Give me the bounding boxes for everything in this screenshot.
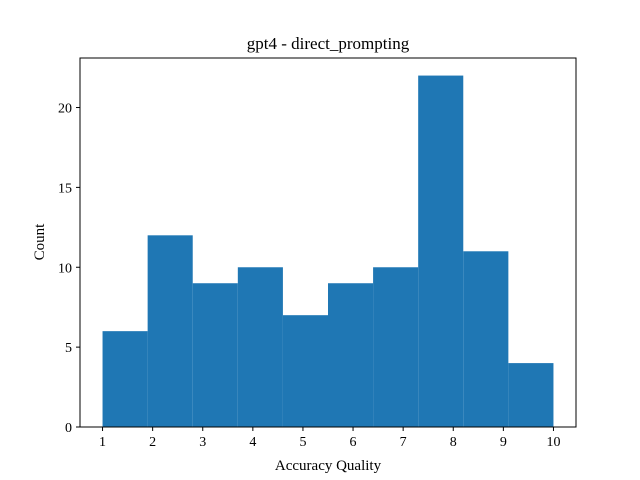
y-tick-label: 10: [58, 261, 72, 276]
y-tick-label: 15: [58, 181, 72, 196]
x-tick-label: 5: [299, 435, 306, 450]
x-tick-label: 2: [149, 435, 156, 450]
x-tick-label: 8: [450, 435, 457, 450]
histogram-bar: [147, 235, 193, 427]
x-tick-label: 4: [249, 435, 256, 450]
histogram-bar: [418, 75, 464, 428]
x-tick-label: 6: [350, 435, 357, 450]
y-tick-label: 0: [65, 421, 72, 436]
histogram-bar: [102, 331, 148, 427]
histogram-bar: [463, 251, 509, 427]
chart-title: gpt4 - direct_prompting: [247, 34, 410, 53]
plot-frame: [79, 57, 577, 428]
bars-group: [102, 75, 554, 428]
y-tick-label: 5: [65, 341, 72, 356]
x-axis-ticks: 1 2 3 4 5 6 7 8 9 10: [99, 427, 560, 450]
y-tick-label: 20: [58, 102, 72, 117]
y-axis-label: Count: [32, 223, 48, 261]
x-tick-label: 1: [99, 435, 106, 450]
x-tick-label: 7: [400, 435, 407, 450]
histogram-bar: [282, 315, 328, 427]
histogram-bar: [373, 267, 419, 427]
histogram-bar: [328, 283, 374, 427]
histogram-bar: [508, 363, 554, 427]
histogram-bar: [237, 267, 283, 427]
x-axis-label: Accuracy Quality: [275, 458, 382, 474]
histogram-bar: [192, 283, 238, 427]
x-tick-label: 10: [546, 435, 560, 450]
x-tick-label: 3: [199, 435, 206, 450]
y-axis-ticks: 0 5 10 15 20: [58, 102, 80, 436]
x-tick-label: 9: [500, 435, 507, 450]
